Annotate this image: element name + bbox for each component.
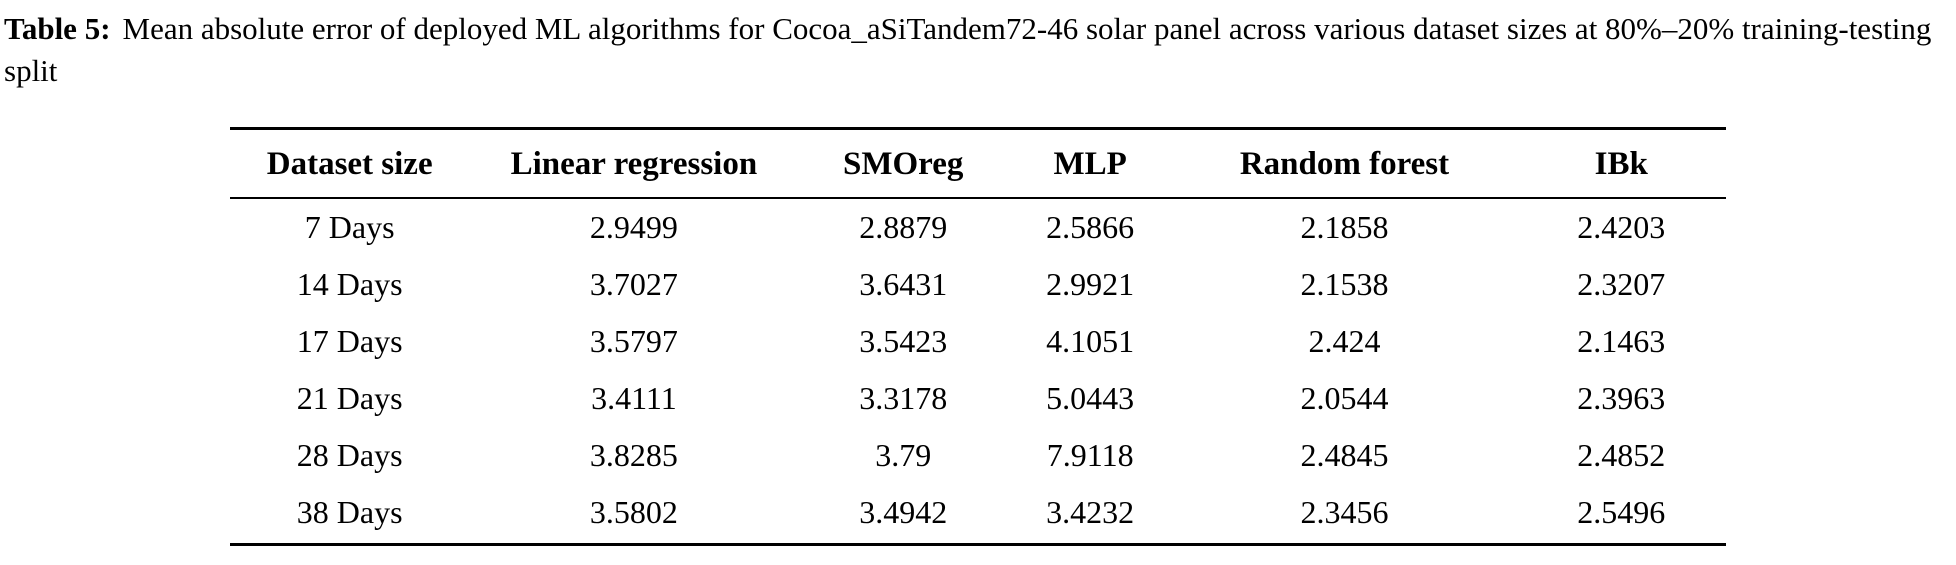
cell-dataset-size: 28 Days (296, 437, 403, 474)
cell-linear-regression: 2.9499 (589, 209, 678, 246)
cell-smoreg: 3.79 (875, 437, 932, 474)
cell-smoreg: 3.3178 (859, 380, 948, 417)
cell-mlp: 5.0443 (1046, 380, 1135, 417)
table-row: 7 Days 2.9499 2.8879 2.5866 2.1858 2.420… (230, 198, 1726, 256)
cell-random-forest: 2.1538 (1300, 266, 1389, 303)
cell-mlp: 2.5866 (1046, 209, 1135, 246)
cell-linear-regression: 3.7027 (589, 266, 678, 303)
table-header-row: Dataset size Linear regression SMOreg ML… (230, 127, 1726, 200)
cell-smoreg: 3.6431 (859, 266, 948, 303)
column-header-random-forest: Random forest (1172, 127, 1517, 200)
cell-random-forest: 2.1858 (1300, 209, 1389, 246)
table-row: 21 Days 3.4111 3.3178 5.0443 2.0544 2.39… (230, 370, 1726, 427)
table-row: 28 Days 3.8285 3.79 7.9118 2.4845 2.4852 (230, 427, 1726, 484)
column-header-ibk: IBk (1516, 127, 1726, 200)
cell-mlp: 3.4232 (1007, 484, 1173, 547)
results-table: Dataset size Linear regression SMOreg ML… (230, 127, 1726, 547)
column-header-linear-regression: Linear regression (469, 127, 799, 200)
cell-linear-regression: 3.8285 (589, 437, 678, 474)
cell-ibk: 2.5496 (1516, 484, 1726, 547)
cell-random-forest: 2.3456 (1172, 484, 1517, 547)
cell-mlp: 4.1051 (1046, 323, 1135, 360)
column-header-smoreg: SMOreg (798, 127, 1008, 200)
cell-mlp: 7.9118 (1046, 437, 1134, 474)
cell-smoreg: 3.4942 (798, 484, 1008, 547)
cell-random-forest: 2.4845 (1300, 437, 1389, 474)
cell-smoreg: 3.5423 (859, 323, 948, 360)
column-header-dataset-size: Dataset size (230, 127, 470, 200)
column-header-mlp: MLP (1007, 127, 1173, 200)
cell-linear-regression: 3.5802 (469, 484, 799, 547)
cell-dataset-size: 14 Days (296, 266, 403, 303)
cell-dataset-size: 7 Days (304, 209, 395, 246)
table-caption-label: Table 5: (4, 11, 111, 46)
cell-random-forest: 2.424 (1308, 323, 1381, 360)
cell-ibk: 2.3207 (1577, 266, 1666, 303)
cell-ibk: 2.4203 (1577, 209, 1666, 246)
table-row: 17 Days 3.5797 3.5423 4.1051 2.424 2.146… (230, 313, 1726, 370)
cell-ibk: 2.4852 (1577, 437, 1666, 474)
table-row: 38 Days 3.5802 3.4942 3.4232 2.3456 2.54… (230, 484, 1726, 547)
cell-smoreg: 2.8879 (859, 209, 948, 246)
table-row: 14 Days 3.7027 3.6431 2.9921 2.1538 2.32… (230, 256, 1726, 313)
cell-mlp: 2.9921 (1046, 266, 1135, 303)
cell-random-forest: 2.0544 (1300, 380, 1389, 417)
cell-dataset-size: 17 Days (296, 323, 403, 360)
cell-ibk: 2.1463 (1577, 323, 1666, 360)
cell-linear-regression: 3.4111 (591, 380, 677, 417)
cell-ibk: 2.3963 (1577, 380, 1666, 417)
table-caption: Table 5: Mean absolute error of deployed … (0, 0, 1956, 91)
table-caption-text: Mean absolute error of deployed ML algor… (4, 11, 1932, 88)
cell-linear-regression: 3.5797 (589, 323, 678, 360)
cell-dataset-size: 21 Days (296, 380, 403, 417)
cell-dataset-size: 38 Days (230, 484, 470, 547)
